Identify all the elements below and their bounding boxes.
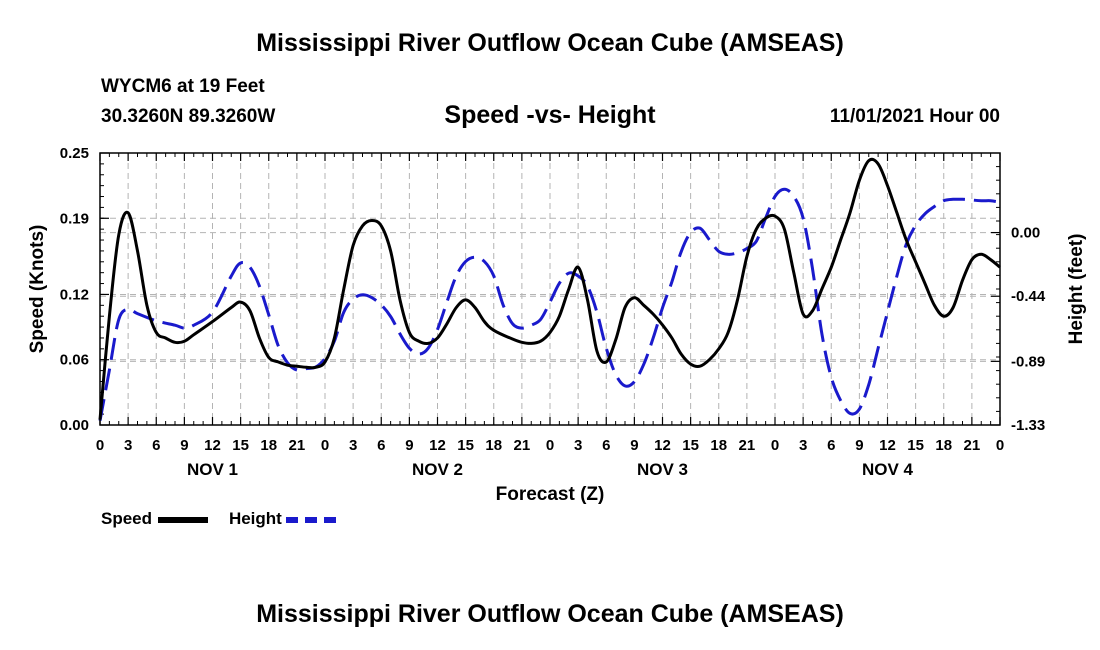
y2-tick-label: -0.89 [1011,353,1045,370]
legend-height-label: Height [228,509,282,528]
x-tick-label: 6 [152,437,160,454]
x-tick-label: 12 [879,437,896,454]
series-group [98,157,1001,421]
x-tick-label: 21 [964,437,981,454]
x-tick-label: 6 [377,437,385,454]
y-axis-label: Speed (Knots) [27,225,48,354]
x-tick-label: 9 [630,437,638,454]
legend: Speed Height [101,509,337,529]
y-tick-label: 0.12 [60,286,89,303]
day-label: NOV 3 [637,460,688,479]
x-axis-label: Forecast (Z) [496,484,605,505]
legend-height-swatch [286,516,337,523]
x-tick-label: 18 [710,437,727,454]
y-tick-label: 0.19 [60,210,89,227]
speed-height-chart: Forecast (Z) Speed (Knots) Height (feet)… [27,145,1087,505]
forecast-datetime: 11/01/2021 Hour 00 [829,106,1000,127]
chart-title: Mississippi River Outflow Ocean Cube (AM… [256,29,844,57]
x-tick-label: 12 [654,437,671,454]
x-tick-label: 0 [771,437,779,454]
y2-tick-label: -1.33 [1011,417,1045,434]
x-tick-label: 6 [827,437,835,454]
x-tick-label: 15 [232,437,249,454]
y2-tick-label: 0.00 [1011,225,1040,242]
x-tick-label: 9 [180,437,188,454]
y2-axis-label: Height (feet) [1066,234,1087,345]
x-tick-label: 3 [349,437,357,454]
x-tick-label: 15 [457,437,474,454]
x-tick-label: 0 [321,437,329,454]
day-label: NOV 1 [187,460,238,479]
height-series-line [98,187,1001,421]
y-tick-label: 0.00 [60,417,89,434]
y-tick-label: 0.25 [60,145,89,162]
x-tick-label: 0 [546,437,554,454]
station-coordinates: 30.3260N 89.3260W [101,106,276,127]
x-tick-label: 12 [429,437,446,454]
x-tick-label: 0 [96,437,104,454]
x-tick-label: 3 [124,437,132,454]
day-label: NOV 4 [862,460,914,479]
x-tick-label: 12 [204,437,221,454]
x-tick-label: 21 [739,437,756,454]
plot-frame [99,152,1001,426]
axis-labels: Forecast (Z) Speed (Knots) Height (feet)… [27,145,1087,505]
chart-subtitle: Speed -vs- Height [444,101,656,129]
x-tick-label: 3 [574,437,582,454]
x-tick-label: 18 [935,437,952,454]
x-tick-label: 21 [514,437,531,454]
x-tick-label: 15 [907,437,924,454]
speed-series-line [98,157,1001,420]
legend-speed-label: Speed [101,509,153,528]
x-tick-label: 6 [602,437,610,454]
legend-speed-swatch [158,516,209,523]
x-tick-label: 18 [485,437,502,454]
x-tick-label: 21 [289,437,306,454]
y-tick-label: 0.06 [60,352,89,369]
x-tick-label: 15 [682,437,699,454]
x-tick-label: 9 [855,437,863,454]
x-tick-label: 3 [799,437,807,454]
day-label: NOV 2 [412,460,463,479]
station-label: WYCM6 at 19 Feet [101,76,265,97]
grid [100,153,1000,425]
x-tick-label: 9 [405,437,413,454]
x-tick-label: 0 [996,437,1004,454]
footer-title: Mississippi River Outflow Ocean Cube (AM… [256,600,844,628]
y2-tick-label: -0.44 [1011,288,1046,305]
x-tick-label: 18 [260,437,277,454]
